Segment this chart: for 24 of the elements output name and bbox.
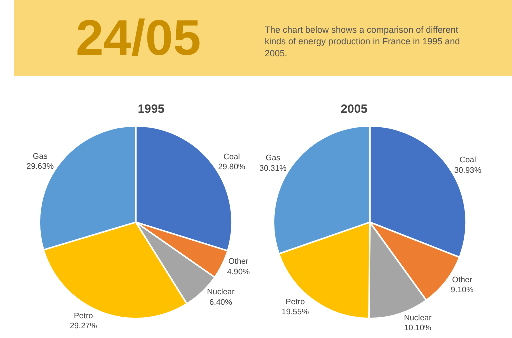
data-label: 30.93% [454,166,482,175]
slice-label: Nuclear [404,313,432,322]
data-label: 10.10% [404,324,432,333]
data-label: 4.90% [227,267,250,276]
slice-label: Other [452,275,473,284]
text: The chart below shows a comparison of different kinds of energy production in France in 1995 and 2005. [265,25,460,58]
slice-label: Coal [460,155,476,164]
chart-title: 1995 [138,102,166,116]
data-label: 29.27% [70,322,98,331]
data-label: 6.40% [210,298,232,308]
data-label: 29.63% [26,162,54,172]
slice-label: Other [228,256,249,266]
slice-label: Nuclear [207,288,236,297]
slice-label: Gas [266,154,281,163]
slice-label: Coal [224,152,240,162]
data-label: 29.80% [218,162,246,172]
slice-label: Gas [33,152,48,161]
slice-label: Petro [74,311,94,320]
text: 24/05 [76,10,202,66]
chart-title: 2005 [341,102,368,116]
data-label: 9.10% [451,286,474,295]
slice-label: Petro [286,297,306,306]
data-label: 30.31% [260,164,287,174]
data-label: 19.55% [282,308,310,317]
